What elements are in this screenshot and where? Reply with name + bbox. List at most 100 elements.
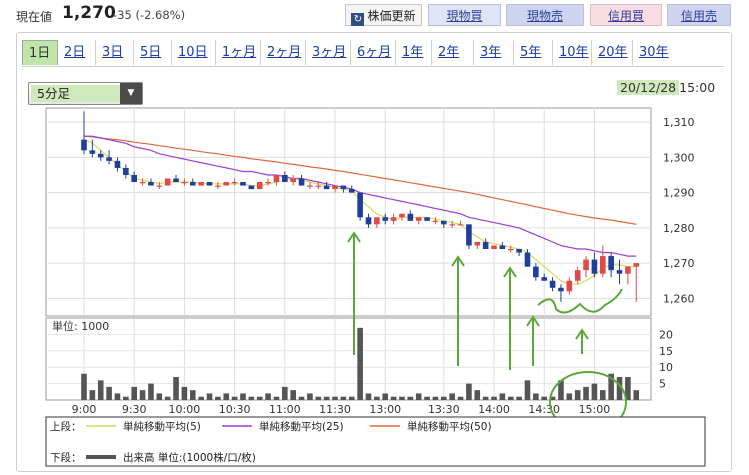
volume-bar — [357, 327, 363, 400]
candle-body — [340, 185, 347, 190]
candle-body — [566, 280, 573, 292]
candle-body — [466, 224, 472, 246]
tab-period-13[interactable]: 10年 — [553, 40, 592, 65]
x-tick-label: 14:00 — [478, 403, 510, 416]
volume-bar — [533, 393, 539, 400]
volume-bar — [566, 393, 573, 400]
tab-period-9[interactable]: 1年 — [396, 40, 432, 65]
candle-body — [608, 256, 614, 271]
volume-bar — [491, 396, 497, 400]
volume-bar — [390, 396, 397, 400]
tab-period-0[interactable]: 1日 — [22, 40, 58, 65]
volume-bar — [599, 390, 606, 400]
refresh-label: 株価更新 — [367, 9, 416, 23]
volume-bar — [415, 393, 422, 400]
candle-body — [357, 192, 363, 218]
candle-body — [558, 287, 564, 292]
sell-margin-button[interactable]: 信用売 — [667, 4, 731, 26]
volume-bar — [282, 386, 288, 400]
tab-period-1[interactable]: 2日 — [58, 40, 96, 65]
candle-body — [106, 157, 112, 161]
volume-bar — [273, 396, 280, 400]
volume-bar — [97, 380, 104, 400]
candle-body — [348, 189, 355, 193]
volume-bar — [625, 377, 631, 400]
volume-tick-label: 15 — [659, 345, 673, 358]
x-tick-label: 13:30 — [428, 403, 460, 416]
candle-body — [415, 217, 422, 221]
candle-body — [507, 249, 514, 251]
candle-body — [189, 182, 196, 186]
tab-period-8[interactable]: 6ヶ月 — [351, 40, 396, 65]
volume-bar — [173, 377, 179, 400]
volume-bar — [298, 396, 305, 400]
candle-body — [89, 150, 96, 154]
volume-pane — [45, 317, 652, 401]
x-tick-label: 11:00 — [269, 403, 301, 416]
tab-period-15[interactable]: 30年 — [639, 45, 669, 60]
refresh-price-button[interactable]: ↻ 株価更新 — [345, 4, 422, 26]
ma50-line — [83, 135, 637, 225]
candle-body — [424, 217, 430, 221]
volume-bar — [164, 396, 171, 400]
volume-bar — [315, 396, 322, 400]
tab-period-3[interactable]: 5日 — [134, 40, 172, 65]
candle-body — [156, 185, 163, 187]
volume-bar — [591, 383, 598, 400]
chevron-down-icon[interactable]: ▼ — [120, 83, 142, 104]
legend-volume-label: 出来高 単位:(1000株/口/枚) — [123, 451, 256, 464]
buy-cash-button[interactable]: 現物買 — [428, 4, 501, 26]
volume-unit-label: 単位: 1000 — [52, 319, 109, 333]
tab-period-2[interactable]: 3日 — [96, 40, 134, 65]
annotation-arrow-head — [503, 266, 517, 278]
candle-body — [181, 182, 188, 184]
candle-body — [223, 182, 230, 186]
volume-bar — [181, 386, 188, 400]
candle-body — [206, 182, 213, 186]
interval-select[interactable]: 5分足 ▼ — [28, 82, 143, 105]
candle-body — [131, 174, 138, 183]
tab-period-4[interactable]: 10日 — [172, 40, 216, 65]
volume-bar — [583, 386, 589, 400]
volume-bar — [340, 396, 347, 400]
legend-lower-label: 下段： — [50, 451, 82, 464]
candle-body — [164, 178, 171, 186]
candle-body — [616, 270, 623, 274]
volume-bar — [332, 396, 338, 400]
tab-period-11[interactable]: 3年 — [474, 40, 514, 65]
legend-ma25-label: 単純移動平均(25) — [259, 420, 344, 433]
tab-period-10[interactable]: 2年 — [432, 40, 474, 65]
volume-bar — [123, 396, 129, 400]
tab-period-6[interactable]: 2ヶ月 — [261, 40, 306, 65]
tab-period-5[interactable]: 1ヶ月 — [216, 40, 261, 65]
volume-bar — [215, 396, 221, 400]
sell-cash-button[interactable]: 現物売 — [506, 4, 584, 26]
refresh-icon: ↻ — [351, 13, 365, 26]
price-tick-label: 1,300 — [663, 151, 695, 164]
candle-body — [97, 153, 104, 158]
tab-period-14[interactable]: 20年 — [592, 40, 633, 65]
volume-bar — [348, 396, 355, 400]
x-tick-label: 10:30 — [219, 403, 251, 416]
candle-body — [533, 266, 539, 278]
candle-body — [549, 280, 556, 288]
candle-body — [390, 217, 397, 221]
buy-margin-button[interactable]: 信用買 — [590, 4, 662, 26]
tab-period-7[interactable]: 3ヶ月 — [306, 40, 351, 65]
candle-body — [516, 249, 522, 253]
volume-bar — [507, 396, 514, 400]
tab-period-12[interactable]: 5年 — [514, 40, 553, 65]
legend-box — [45, 416, 706, 467]
x-tick-label: 11:30 — [319, 403, 351, 416]
x-tick-label: 10:00 — [169, 403, 201, 416]
candle-body — [332, 185, 338, 190]
volume-tick-label: 5 — [659, 378, 666, 391]
candle-body — [198, 182, 204, 186]
candle-body — [114, 160, 121, 168]
candle-body — [457, 224, 464, 226]
x-tick-label: 14:30 — [528, 403, 560, 416]
candle-body — [323, 185, 330, 190]
candle-body — [139, 182, 146, 184]
annotation-arrow-head — [526, 315, 540, 327]
volume-bar — [114, 393, 121, 400]
